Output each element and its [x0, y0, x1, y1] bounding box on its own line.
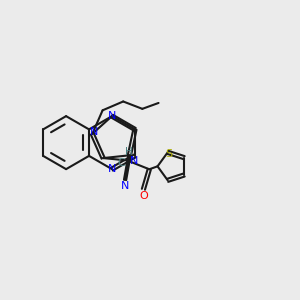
Text: H: H — [125, 147, 133, 157]
Text: N: N — [130, 156, 138, 166]
Text: N: N — [90, 128, 98, 137]
Text: N: N — [121, 181, 129, 191]
Text: N: N — [108, 164, 116, 174]
Text: N: N — [108, 111, 116, 121]
Text: O: O — [139, 191, 148, 201]
Text: C: C — [117, 158, 125, 168]
Text: S: S — [166, 149, 173, 159]
